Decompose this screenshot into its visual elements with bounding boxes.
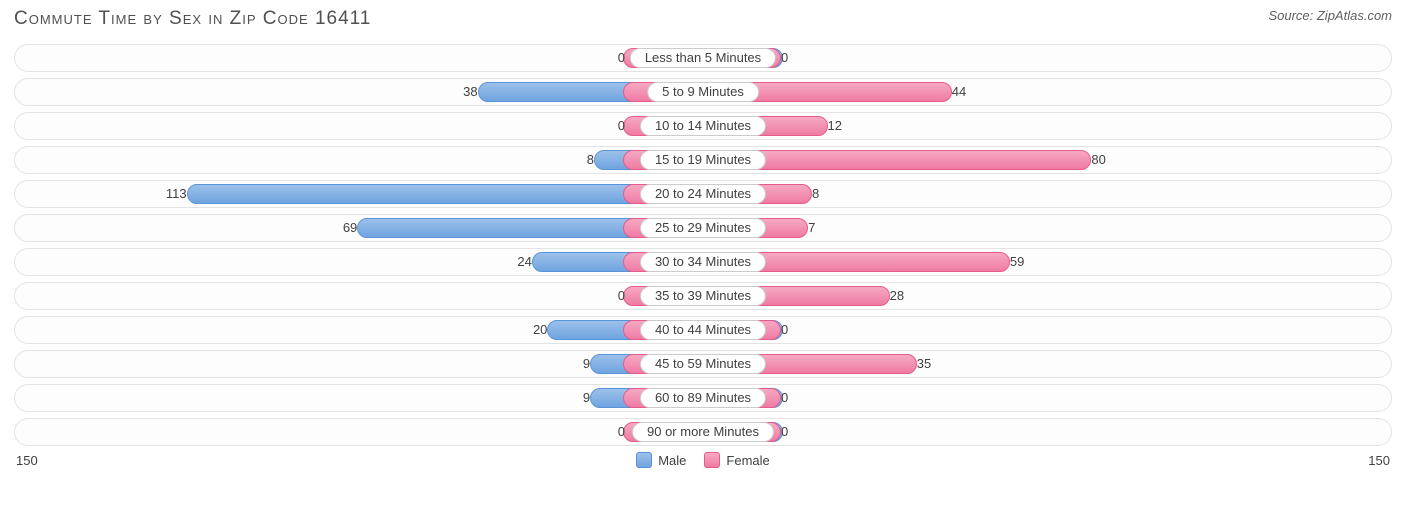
category-label: 35 to 39 Minutes bbox=[640, 286, 766, 306]
legend: Male Female bbox=[636, 452, 770, 468]
male-value: 9 bbox=[583, 385, 590, 411]
category-label: 30 to 34 Minutes bbox=[640, 252, 766, 272]
male-value: 9 bbox=[583, 351, 590, 377]
chart-container: Commute Time by Sex in Zip Code 16411 So… bbox=[0, 0, 1406, 522]
male-value: 20 bbox=[533, 317, 547, 343]
legend-female-label: Female bbox=[726, 453, 769, 468]
male-swatch-icon bbox=[636, 452, 652, 468]
chart-row: 30 to 34 Minutes 24 59 bbox=[14, 248, 1392, 276]
category-label: 40 to 44 Minutes bbox=[640, 320, 766, 340]
chart-row: Less than 5 Minutes0 0 bbox=[14, 44, 1392, 72]
chart-title: Commute Time by Sex in Zip Code 16411 bbox=[14, 8, 371, 30]
category-label: 25 to 29 Minutes bbox=[640, 218, 766, 238]
legend-female: Female bbox=[704, 452, 769, 468]
chart-row: 10 to 14 Minutes 0 12 bbox=[14, 112, 1392, 140]
category-label: 20 to 24 Minutes bbox=[640, 184, 766, 204]
chart-row: 45 to 59 Minutes 9 35 bbox=[14, 350, 1392, 378]
female-value: 80 bbox=[1091, 147, 1105, 173]
male-value: 0 bbox=[618, 283, 625, 309]
female-value: 7 bbox=[808, 215, 815, 241]
chart-row: 40 to 44 Minutes 20 0 bbox=[14, 316, 1392, 344]
female-value: 0 bbox=[781, 419, 788, 445]
male-value: 0 bbox=[618, 419, 625, 445]
category-label: 90 or more Minutes bbox=[632, 422, 774, 442]
male-value: 38 bbox=[463, 79, 477, 105]
male-value: 24 bbox=[517, 249, 531, 275]
female-value: 59 bbox=[1010, 249, 1024, 275]
female-value: 44 bbox=[952, 79, 966, 105]
chart-row: 25 to 29 Minutes 69 7 bbox=[14, 214, 1392, 242]
legend-male: Male bbox=[636, 452, 686, 468]
female-value: 0 bbox=[781, 317, 788, 343]
chart-row: 5 to 9 Minutes 38 44 bbox=[14, 78, 1392, 106]
male-value: 113 bbox=[166, 181, 187, 207]
chart-row: 15 to 19 Minutes 8 80 bbox=[14, 146, 1392, 174]
header: Commute Time by Sex in Zip Code 16411 So… bbox=[14, 8, 1392, 30]
female-value: 28 bbox=[890, 283, 904, 309]
category-label: 45 to 59 Minutes bbox=[640, 354, 766, 374]
female-swatch-icon bbox=[704, 452, 720, 468]
female-value: 12 bbox=[828, 113, 842, 139]
category-label: 5 to 9 Minutes bbox=[647, 82, 759, 102]
axis-max-right: 150 bbox=[1368, 453, 1390, 468]
chart-row: 35 to 39 Minutes 0 28 bbox=[14, 282, 1392, 310]
female-value: 35 bbox=[917, 351, 931, 377]
category-label: 60 to 89 Minutes bbox=[640, 388, 766, 408]
category-label: Less than 5 Minutes bbox=[630, 48, 776, 68]
male-value: 0 bbox=[618, 113, 625, 139]
source-text: Source: ZipAtlas.com bbox=[1268, 8, 1392, 23]
female-value: 8 bbox=[812, 181, 819, 207]
axis-max-left: 150 bbox=[16, 453, 38, 468]
male-value: 8 bbox=[587, 147, 594, 173]
female-value: 0 bbox=[781, 385, 788, 411]
chart-rows: Less than 5 Minutes005 to 9 Minutes38441… bbox=[14, 44, 1392, 446]
category-label: 15 to 19 Minutes bbox=[640, 150, 766, 170]
chart-row: 90 or more Minutes 0 0 bbox=[14, 418, 1392, 446]
male-value: 69 bbox=[343, 215, 357, 241]
category-label: 10 to 14 Minutes bbox=[640, 116, 766, 136]
female-value: 0 bbox=[781, 45, 788, 71]
chart-row: 60 to 89 Minutes 9 0 bbox=[14, 384, 1392, 412]
chart-row: 20 to 24 Minutes 113 8 bbox=[14, 180, 1392, 208]
legend-male-label: Male bbox=[658, 453, 686, 468]
footer: 150 Male Female 150 bbox=[14, 452, 1392, 468]
male-value: 0 bbox=[618, 45, 625, 71]
